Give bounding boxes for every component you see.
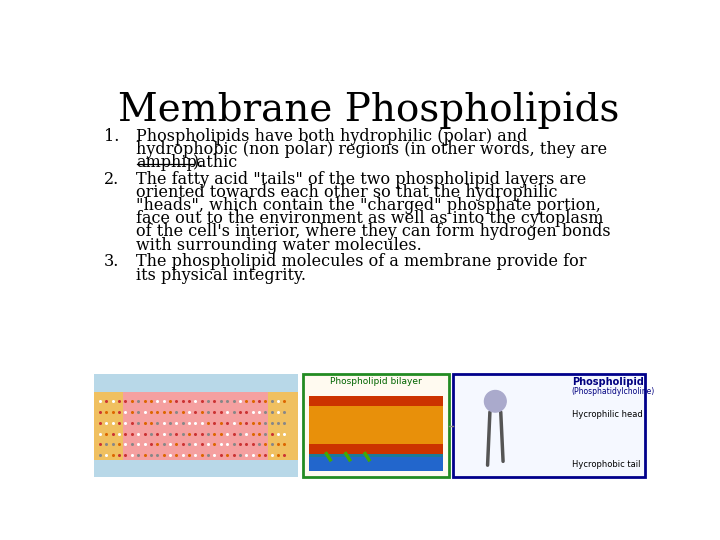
Text: 1.: 1. <box>104 128 120 145</box>
Text: Phospholipid: Phospholipid <box>572 377 644 387</box>
Text: with surrounding water molecules.: with surrounding water molecules. <box>137 237 422 253</box>
Text: Hycrophilic head: Hycrophilic head <box>572 410 643 418</box>
Bar <box>310 406 443 444</box>
Text: ).: ). <box>193 154 204 171</box>
Text: hydrophobic (non polar) regions (in other words, they are: hydrophobic (non polar) regions (in othe… <box>137 141 608 158</box>
Text: The fatty acid "tails" of the two phospholipid layers are: The fatty acid "tails" of the two phosph… <box>137 171 587 188</box>
Bar <box>310 454 443 470</box>
Text: The phospholipid molecules of a membrane provide for: The phospholipid molecules of a membrane… <box>137 253 587 271</box>
Bar <box>94 392 123 460</box>
Text: 3.: 3. <box>104 253 120 271</box>
Text: oriented towards each other so that the hydrophilic: oriented towards each other so that the … <box>137 184 558 201</box>
Text: "heads", which contain the "charged" phosphate portion,: "heads", which contain the "charged" pho… <box>137 197 601 214</box>
Text: 2.: 2. <box>104 171 120 188</box>
Text: amphipathic: amphipathic <box>137 154 238 171</box>
Bar <box>303 374 449 477</box>
Bar <box>94 374 297 477</box>
Text: Phospholipids have both hydrophilic (polar) and: Phospholipids have both hydrophilic (pol… <box>137 128 528 145</box>
Text: (Phosphatidylcholine): (Phosphatidylcholine) <box>572 387 655 396</box>
Bar <box>94 392 297 460</box>
Bar <box>310 457 443 470</box>
Text: Membrane Phospholipids: Membrane Phospholipids <box>118 92 620 129</box>
Bar <box>269 392 297 460</box>
Text: face out to the environment as well as into the cytoplasm: face out to the environment as well as i… <box>137 211 604 227</box>
Text: its physical integrity.: its physical integrity. <box>137 267 307 284</box>
Text: Phospholipid bilayer: Phospholipid bilayer <box>330 377 422 387</box>
Bar <box>453 374 645 477</box>
Text: of the cell's interior, where they can form hydrogen bonds: of the cell's interior, where they can f… <box>137 224 611 240</box>
Bar <box>310 396 443 454</box>
Text: Hycrophobic tail: Hycrophobic tail <box>572 460 640 469</box>
Circle shape <box>485 390 506 412</box>
